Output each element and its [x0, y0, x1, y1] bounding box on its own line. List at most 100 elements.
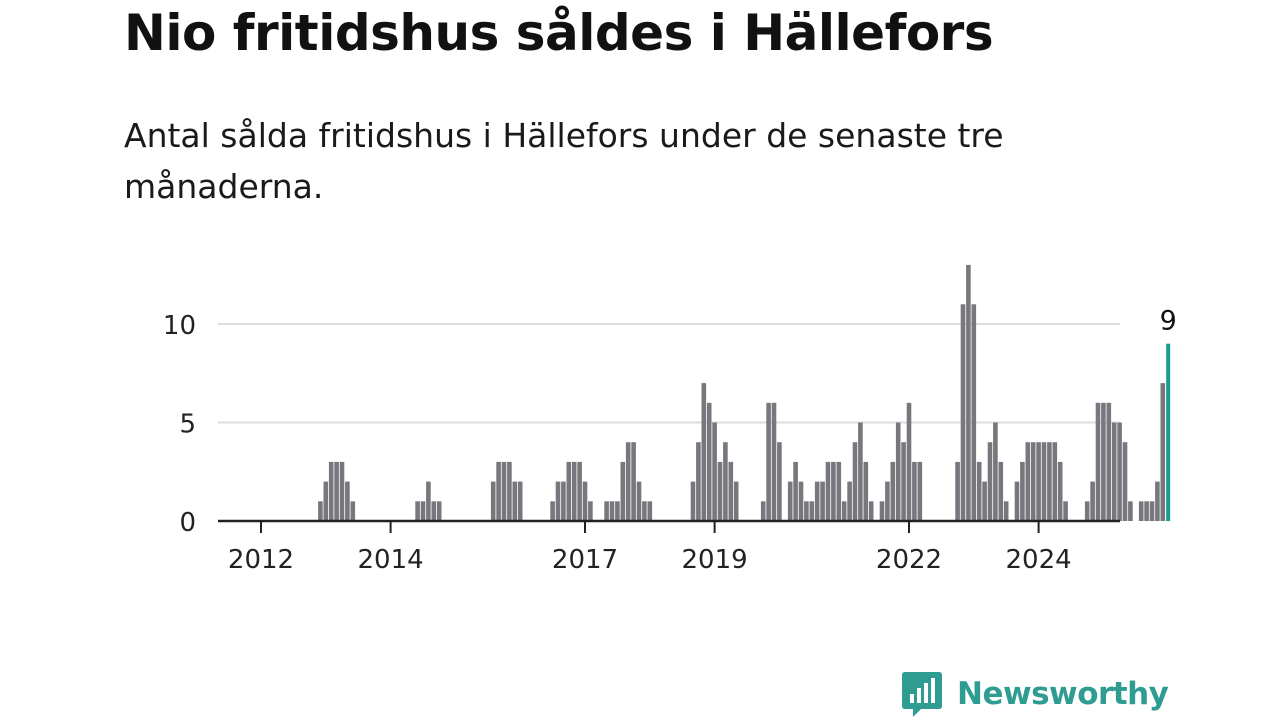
bar: [1036, 442, 1041, 521]
bar: [1155, 481, 1160, 521]
bar: [895, 422, 901, 521]
bar: [615, 501, 620, 521]
x-tick-label: 2022: [876, 545, 942, 575]
bar: [1144, 501, 1149, 521]
bar: [328, 461, 334, 521]
bar: [906, 402, 912, 521]
bar: [620, 461, 626, 521]
bar: [501, 461, 507, 521]
bar: [571, 461, 577, 521]
bar: [1111, 422, 1117, 521]
x-tick-label: 2019: [682, 545, 748, 575]
chart-title: Nio fritidshus såldes i Hällefors: [124, 4, 994, 62]
bar: [490, 481, 496, 521]
bar: [766, 402, 771, 521]
bar: [1014, 481, 1020, 521]
bar: [809, 501, 815, 521]
x-tick-label: 2017: [552, 545, 618, 575]
bar: [852, 442, 858, 521]
bar: [787, 481, 793, 521]
chart-subtitle: Antal sålda fritidshus i Hällefors under…: [124, 116, 1004, 206]
bar: [733, 481, 739, 521]
x-tick-label: 2012: [228, 545, 294, 575]
bar: [798, 481, 804, 521]
bar: [1128, 501, 1133, 521]
bar: [701, 383, 707, 521]
bar: [831, 461, 836, 521]
bar: [712, 422, 717, 521]
bar: [550, 501, 555, 521]
y-tick-label: 5: [179, 410, 196, 440]
bar: [420, 501, 426, 521]
bar: [561, 481, 566, 521]
bar: [609, 501, 615, 521]
bar: [976, 461, 982, 521]
bar: [971, 304, 977, 521]
bar: [631, 442, 636, 521]
bar: [777, 442, 782, 521]
bar: [1160, 383, 1166, 521]
bar: [566, 461, 572, 521]
bar: [431, 501, 437, 521]
bar: [847, 481, 852, 521]
bar: [825, 461, 831, 521]
y-tick-label: 0: [179, 508, 196, 538]
bar: [760, 501, 766, 521]
bar: [1025, 442, 1031, 521]
bar-chart-speech-bubble-icon: [902, 672, 942, 717]
newsworthy-logo[interactable]: Newsworthy: [901, 670, 1169, 718]
bar: [960, 304, 966, 521]
bar: [1057, 461, 1063, 521]
bar: [1101, 402, 1106, 521]
bar: [836, 461, 842, 521]
bar: [517, 481, 523, 521]
bar: [858, 422, 863, 521]
bar: [636, 481, 642, 521]
bar: [901, 442, 906, 521]
y-tick-label: 10: [163, 311, 196, 341]
bar: [1090, 481, 1095, 521]
bar: [814, 481, 820, 521]
bar: [642, 501, 647, 521]
bar: [987, 442, 993, 521]
bar: [1047, 442, 1052, 521]
bar: [625, 442, 631, 521]
bar: [793, 461, 798, 521]
bar: [917, 461, 923, 521]
bar: [436, 501, 442, 521]
bar: [1138, 501, 1144, 521]
bar: [1084, 501, 1090, 521]
bar: [1122, 442, 1128, 521]
bar: [1149, 501, 1155, 521]
bar: [1003, 501, 1009, 521]
bar: [577, 461, 582, 521]
bar: [1041, 442, 1047, 521]
bar: [955, 461, 960, 521]
brand-name: Newsworthy: [957, 676, 1169, 712]
bar: [696, 442, 701, 521]
bar: [885, 481, 890, 521]
bar: [728, 461, 734, 521]
bar: [1106, 402, 1112, 521]
bar: [863, 461, 869, 521]
bar: [604, 501, 609, 521]
bar: [890, 461, 896, 521]
bar: [350, 501, 356, 521]
highlight-data-label: 9: [1160, 306, 1177, 337]
bar: [966, 264, 971, 521]
bar: [1095, 402, 1101, 521]
bar: [723, 442, 728, 521]
bar-highlight: [1166, 343, 1171, 521]
bar: [690, 481, 696, 521]
bar: [318, 501, 323, 521]
bar: [820, 481, 825, 521]
bar: [1117, 422, 1122, 521]
bar: [1030, 442, 1036, 521]
bar: [582, 481, 588, 521]
bar: [647, 501, 653, 521]
bar: [588, 501, 593, 521]
bar: [771, 402, 777, 521]
bar: [998, 461, 1004, 521]
bar: [841, 501, 847, 521]
